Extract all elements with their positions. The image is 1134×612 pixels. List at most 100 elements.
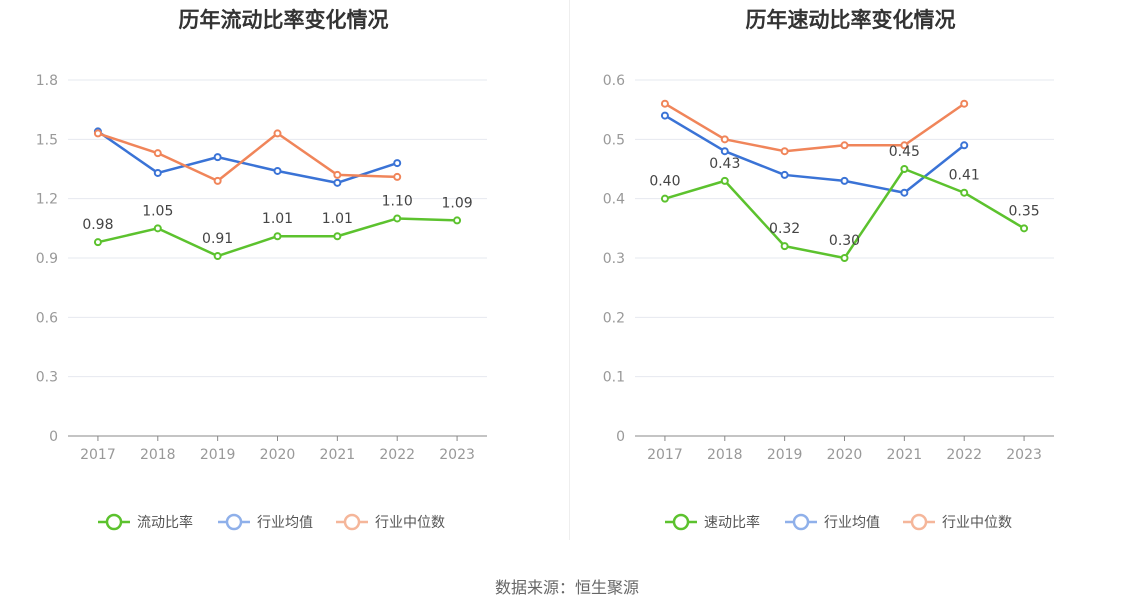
x-tick-label: 2018 [707,447,743,463]
legend-marker [910,513,928,531]
y-tick-label: 0.6 [36,310,58,326]
y-tick-label: 0.1 [603,370,625,386]
y-tick-label: 0.5 [603,132,625,148]
legend-item-industry-avg-series[interactable]: 行业均值 [785,513,880,531]
chart-title: 历年流动比率变化情况 [178,8,389,32]
x-tick-label: 2021 [887,447,923,463]
data-label: 1.09 [441,195,472,211]
legend-label: 行业均值 [824,515,880,531]
industry-median-series-point[interactable] [900,141,909,150]
data-label: 1.05 [142,203,173,219]
data-label: 1.01 [262,211,293,227]
y-tick-label: 1.2 [36,192,58,208]
data-label: 0.45 [889,144,920,160]
x-tick-label: 2023 [439,447,475,463]
x-tick-label: 2020 [827,447,863,463]
legend-label: 行业中位数 [375,515,445,531]
x-tick-label: 2019 [767,447,803,463]
industry-median-series-point[interactable] [780,147,789,156]
panel-divider [569,0,570,540]
main-series-point[interactable] [273,232,282,241]
legend-label: 速动比率 [704,514,760,531]
y-tick-label: 0.2 [603,310,625,326]
main-series-point[interactable] [153,224,162,233]
y-tick-label: 1.5 [36,132,58,148]
x-tick-label: 2022 [946,447,982,463]
industry-median-series-point[interactable] [213,176,222,185]
industry-avg-series-point[interactable] [840,176,849,185]
x-tick-label: 2018 [140,447,176,463]
industry-avg-series-point[interactable] [333,178,342,187]
legend-label: 流动比率 [137,514,193,531]
main-series-point[interactable] [780,242,789,251]
legend-item-main-series[interactable]: 速动比率 [665,513,760,531]
x-tick-label: 2019 [200,447,236,463]
industry-avg-series-point[interactable] [780,170,789,179]
industry-avg-series-point[interactable] [393,159,402,168]
main-series-point[interactable] [840,254,849,262]
legend-item-industry-median-series[interactable]: 行业中位数 [903,513,1012,531]
main-series-point[interactable] [213,252,222,261]
data-label: 0.41 [949,168,980,184]
legend-item-industry-median-series[interactable]: 行业中位数 [336,513,445,531]
industry-median-series-point[interactable] [393,172,402,181]
industry-median-series-point[interactable] [153,149,162,158]
industry-avg-series-point[interactable] [153,168,162,177]
y-tick-label: 0.3 [36,370,58,386]
current-ratio-chart: 历年流动比率变化情况 0 0.3 0.6 0.9 1.2 1.5 1.8 2017 2018 20… [0,0,567,560]
x-tick-label: 2020 [260,447,296,463]
x-tick-label: 2022 [379,447,415,463]
legend-marker [105,513,123,531]
data-label: 0.43 [709,156,740,172]
industry-median-series-point[interactable] [960,99,969,108]
industry-median-series-line [97,132,398,183]
main-series-point[interactable] [660,194,669,203]
industry-avg-series-point[interactable] [720,147,729,156]
legend-item-main-series[interactable]: 流动比率 [98,513,193,531]
main-series-point[interactable] [93,238,102,247]
y-tick-label: 0 [49,429,58,445]
data-label: 0.32 [769,221,800,237]
data-label: 1.10 [382,193,413,209]
industry-avg-series-point[interactable] [660,111,669,120]
industry-median-series-line [664,102,965,153]
data-label: 0.98 [82,217,113,233]
data-label: 0.30 [829,233,860,249]
industry-avg-series-point[interactable] [960,141,969,150]
industry-median-series-point[interactable] [720,135,729,144]
legend-label: 行业中位数 [942,515,1012,531]
chart-title: 历年速动比率变化情况 [745,8,956,32]
industry-avg-series-point[interactable] [213,153,222,162]
industry-avg-series-line [664,114,965,194]
legend-marker [225,513,243,531]
main-series-point[interactable] [720,176,729,185]
x-tick-label: 2021 [320,447,356,463]
industry-median-series-point[interactable] [333,170,342,179]
data-label: 0.40 [649,174,680,190]
main-series-point[interactable] [960,188,969,197]
main-series-point[interactable] [1020,224,1029,233]
y-tick-label: 1.8 [36,73,58,89]
data-source: 数据来源：恒生聚源 [494,578,639,597]
main-series-point[interactable] [900,165,909,173]
current-ratio-plot: 0 0.3 0.6 0.9 1.2 1.5 1.8 2017 2018 2019 2020 2021 2… [36,73,487,531]
industry-median-series-point[interactable] [93,129,102,138]
x-tick-label: 2017 [647,447,683,463]
legend-item-industry-avg-series[interactable]: 行业均值 [218,513,313,531]
y-tick-label: 0.3 [603,251,625,267]
legend-marker [672,513,690,531]
main-series-point[interactable] [393,214,402,223]
industry-median-series-point[interactable] [660,99,669,108]
industry-median-series-point[interactable] [273,129,282,138]
y-tick-label: 0 [616,429,625,445]
main-series-point[interactable] [453,216,462,225]
y-tick-label: 0.6 [603,73,625,89]
industry-median-series-point[interactable] [840,141,849,150]
industry-avg-series-point[interactable] [900,188,909,197]
main-series-point[interactable] [333,232,342,241]
industry-avg-series-point[interactable] [273,166,282,175]
y-tick-label: 0.4 [603,192,625,208]
legend-label: 行业均值 [257,515,313,531]
legend-marker [343,513,361,531]
quick-ratio-chart: 历年速动比率变化情况 0 0.1 0.2 0.3 0.4 0.5 0.6 2017 2018 20… [567,0,1134,560]
